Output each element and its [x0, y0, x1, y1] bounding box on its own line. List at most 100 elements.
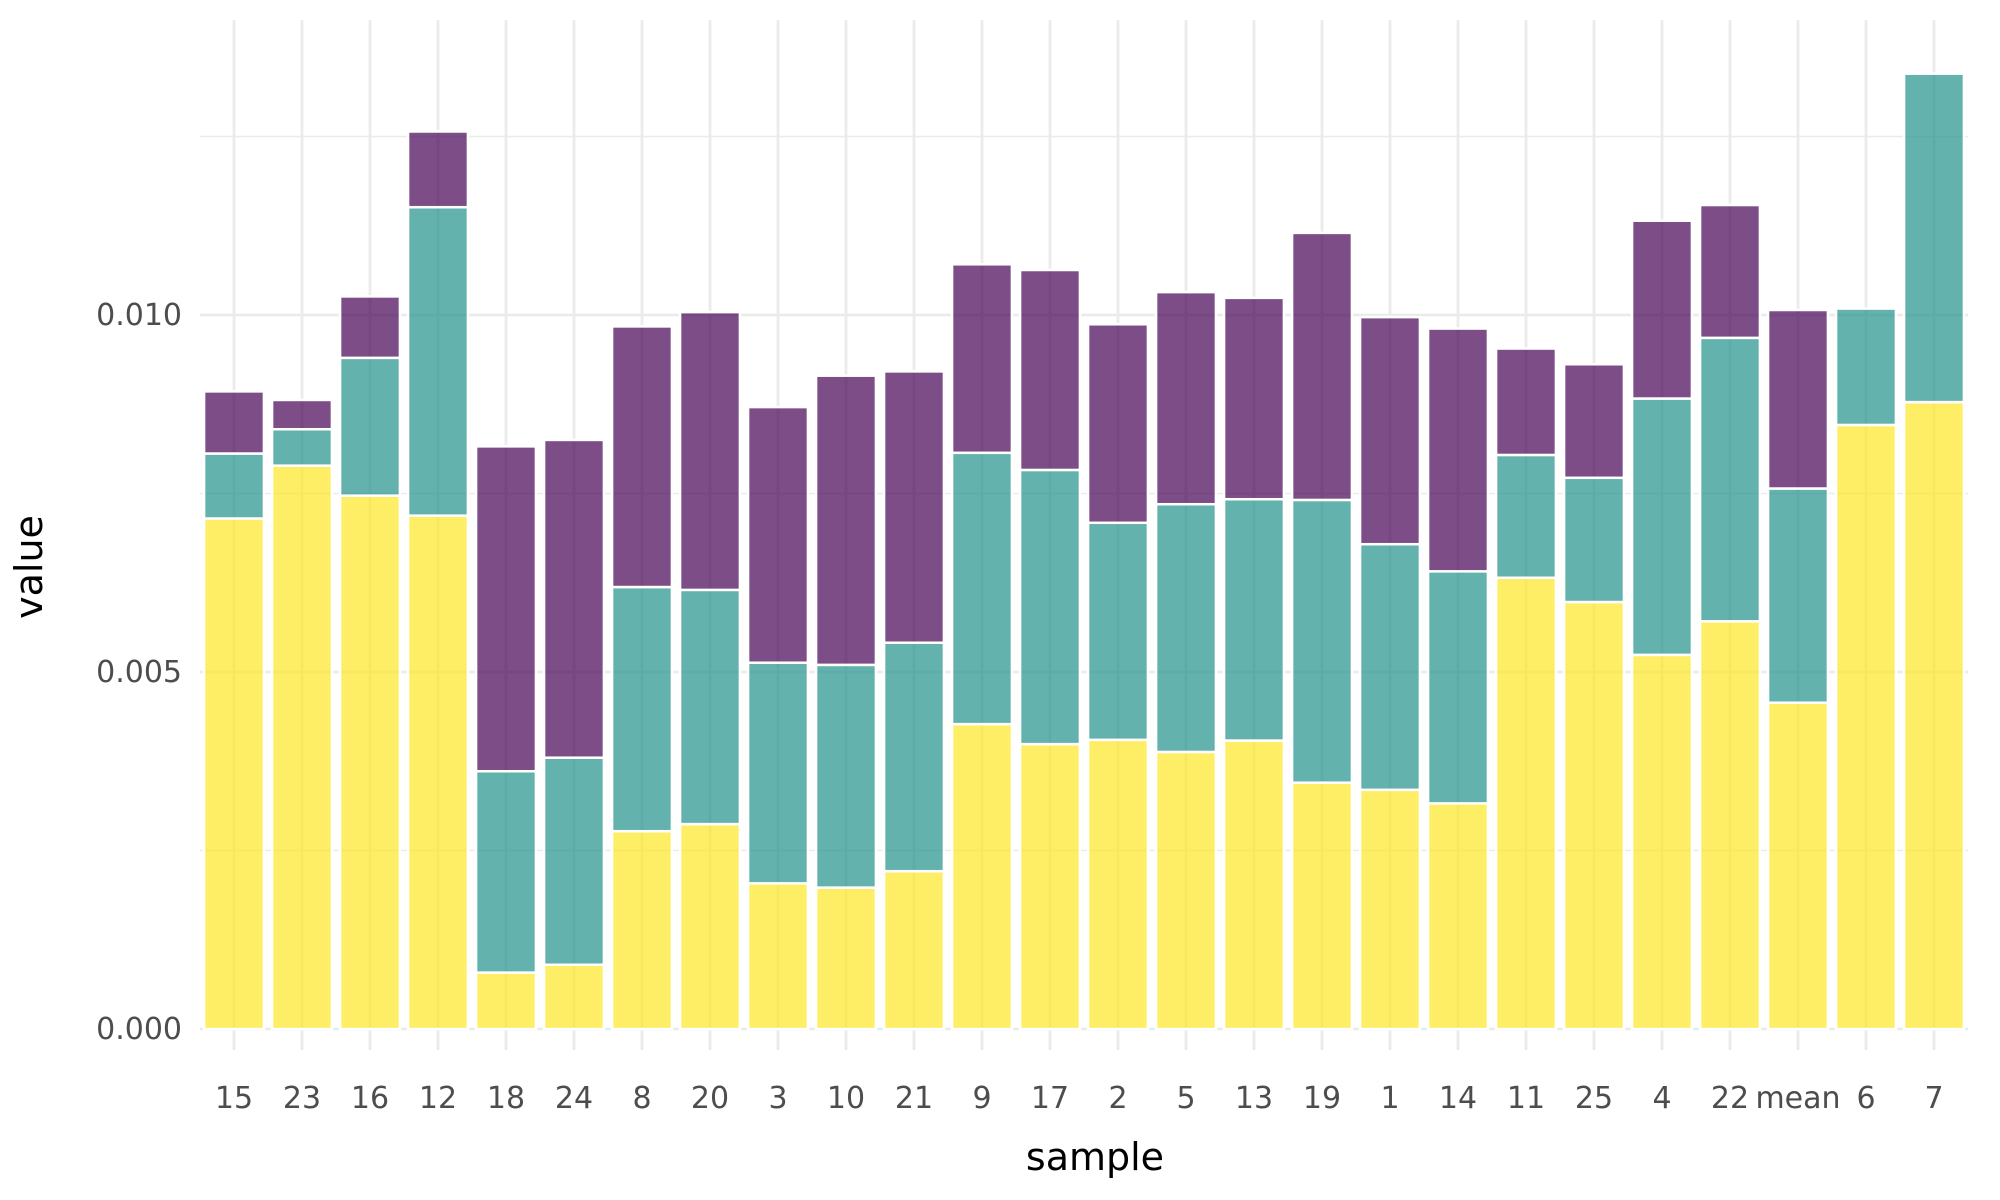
x-tick-label: 10	[827, 1081, 865, 1116]
bar-segment-19-layer-1	[1290, 781, 1354, 1031]
x-tick-label: 3	[768, 1081, 787, 1116]
bar-segment-5-layer-1	[1154, 750, 1218, 1031]
bar-segment-19-layer-3	[1290, 231, 1354, 502]
x-tick-label: 24	[555, 1081, 593, 1116]
bars	[202, 72, 1966, 1031]
bar-segment-20-layer-3	[678, 310, 742, 592]
x-tick-label: 19	[1303, 1081, 1341, 1116]
bar-segment-11-layer-2	[1494, 453, 1558, 580]
bar-segment-15-layer-2	[202, 452, 266, 520]
x-tick-label: 18	[487, 1081, 525, 1116]
bar-segment-16-layer-3	[338, 295, 402, 360]
bar-segment-14-layer-1	[1426, 802, 1490, 1031]
bar-segment-12-layer-1	[406, 514, 470, 1031]
bar-segment-4-layer-3	[1630, 219, 1694, 400]
bar-segment-21-layer-3	[882, 370, 946, 644]
bar-segment-14-layer-2	[1426, 570, 1490, 805]
x-tick-label: 13	[1235, 1081, 1273, 1116]
x-tick-label: mean	[1755, 1081, 1840, 1116]
bar-segment-24-layer-3	[542, 438, 606, 759]
bar-segment-5-layer-2	[1154, 502, 1218, 754]
bar-segment-24-layer-1	[542, 963, 606, 1031]
bar-segment-12-layer-2	[406, 205, 470, 517]
x-tick-label: 22	[1711, 1081, 1749, 1116]
bar-segment-21-layer-1	[882, 869, 946, 1031]
bar-segment-8-layer-3	[610, 325, 674, 589]
y-tick-label: 0.005	[96, 655, 182, 690]
x-tick-label: 6	[1856, 1081, 1875, 1116]
bar-segment-18-layer-1	[474, 971, 538, 1031]
bar-segment-22-layer-2	[1698, 336, 1762, 623]
x-tick-label: 12	[419, 1081, 457, 1116]
y-tick-label: 0.000	[96, 1012, 182, 1047]
bar-segment-20-layer-2	[678, 588, 742, 826]
y-axis-tick-labels: 0.000 0.005 0.010	[96, 298, 182, 1047]
bar-segment-6-layer-1	[1834, 423, 1898, 1031]
bar-segment-10-layer-2	[814, 663, 878, 889]
bar-segment-13-layer-3	[1222, 296, 1286, 501]
x-tick-label: 2	[1108, 1081, 1127, 1116]
x-tick-label: 8	[632, 1081, 651, 1116]
bar-segment-mean-layer-3	[1766, 308, 1830, 490]
bar-segment-17-layer-3	[1018, 268, 1082, 472]
bar-segment-11-layer-1	[1494, 576, 1558, 1031]
x-tick-label: 15	[215, 1081, 253, 1116]
bar-segment-10-layer-3	[814, 374, 878, 667]
bar-segment-2-layer-3	[1086, 323, 1150, 525]
bar-segment-13-layer-1	[1222, 739, 1286, 1031]
bar-segment-23-layer-2	[270, 427, 334, 467]
bar-segment-20-layer-1	[678, 822, 742, 1031]
x-tick-label: 14	[1439, 1081, 1477, 1116]
bar-segment-1-layer-1	[1358, 788, 1422, 1031]
bar-segment-13-layer-2	[1222, 497, 1286, 742]
bar-segment-5-layer-3	[1154, 290, 1218, 506]
bar-segment-15-layer-1	[202, 517, 266, 1031]
bar-segment-10-layer-1	[814, 886, 878, 1031]
bar-segment-25-layer-3	[1562, 363, 1626, 480]
bar-segment-21-layer-2	[882, 641, 946, 873]
bar-segment-18-layer-3	[474, 445, 538, 773]
x-tick-label: 23	[283, 1081, 321, 1116]
bar-segment-7-layer-2	[1902, 72, 1966, 404]
x-tick-label: 1	[1380, 1081, 1399, 1116]
y-tick-label: 0.010	[96, 298, 182, 333]
bar-segment-9-layer-2	[950, 451, 1014, 726]
bar-segment-18-layer-2	[474, 769, 538, 974]
bar-segment-25-layer-1	[1562, 600, 1626, 1031]
bar-segment-4-layer-2	[1630, 397, 1694, 657]
bar-segment-16-layer-1	[338, 494, 402, 1031]
bar-segment-24-layer-2	[542, 756, 606, 966]
bar-segment-mean-layer-1	[1766, 701, 1830, 1031]
bar-segment-4-layer-1	[1630, 653, 1694, 1031]
bar-segment-7-layer-1	[1902, 400, 1966, 1031]
bar-segment-17-layer-1	[1018, 742, 1082, 1031]
bar-segment-3-layer-1	[746, 882, 810, 1031]
bar-segment-19-layer-2	[1290, 498, 1354, 784]
x-tick-label: 4	[1652, 1081, 1671, 1116]
bar-segment-2-layer-1	[1086, 738, 1150, 1031]
bar-segment-mean-layer-2	[1766, 487, 1830, 704]
bar-segment-3-layer-2	[746, 661, 810, 885]
x-tick-label: 7	[1924, 1081, 1943, 1116]
bar-segment-25-layer-2	[1562, 476, 1626, 604]
bar-segment-22-layer-1	[1698, 620, 1762, 1031]
bar-segment-12-layer-3	[406, 130, 470, 209]
bar-segment-22-layer-3	[1698, 203, 1762, 340]
bar-segment-14-layer-3	[1426, 327, 1490, 573]
bar-segment-17-layer-2	[1018, 468, 1082, 746]
x-tick-label: 5	[1176, 1081, 1195, 1116]
bar-segment-16-layer-2	[338, 356, 402, 497]
x-tick-label: 25	[1575, 1081, 1613, 1116]
bar-segment-3-layer-3	[746, 405, 810, 664]
bar-segment-15-layer-3	[202, 390, 266, 455]
x-tick-label: 9	[972, 1081, 991, 1116]
x-tick-label: 11	[1507, 1081, 1545, 1116]
bar-segment-11-layer-3	[1494, 347, 1558, 457]
x-tick-label: 20	[691, 1081, 729, 1116]
bar-segment-23-layer-1	[270, 464, 334, 1031]
bar-segment-8-layer-2	[610, 585, 674, 833]
x-tick-label: 17	[1031, 1081, 1069, 1116]
x-axis-title: sample	[1026, 1135, 1164, 1179]
bar-segment-1-layer-3	[1358, 315, 1422, 546]
